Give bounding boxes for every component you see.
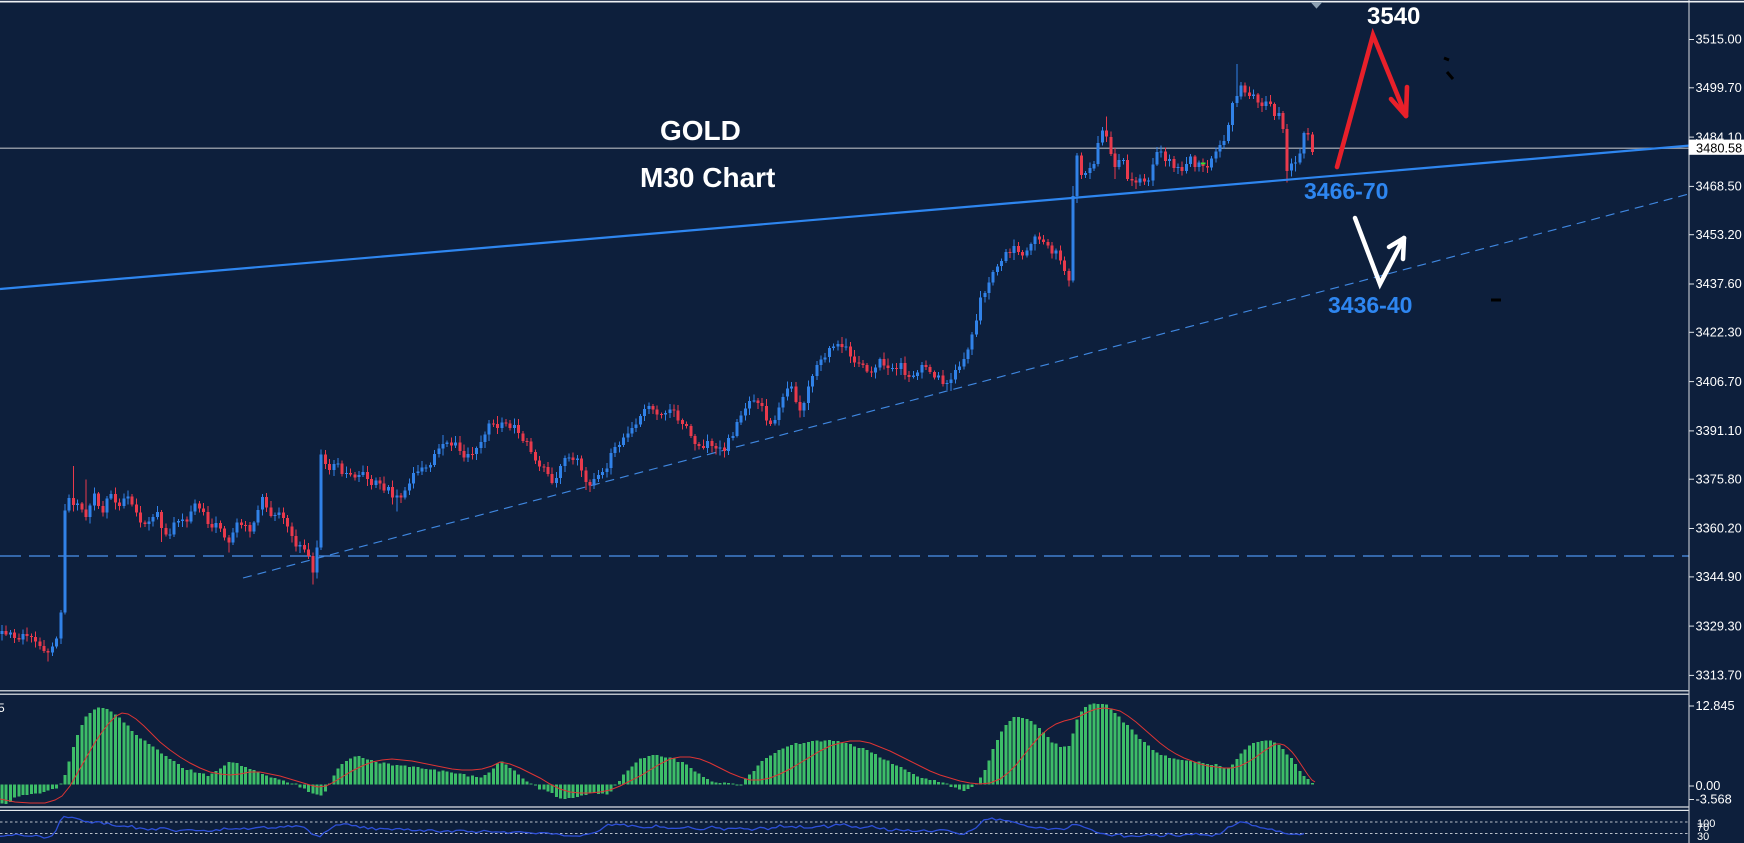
svg-text:3540: 3540 xyxy=(1367,3,1420,30)
svg-text:3466-70: 3466-70 xyxy=(1304,178,1388,204)
svg-text:100: 100 xyxy=(1697,818,1715,830)
svg-text:3437.60: 3437.60 xyxy=(1696,276,1742,291)
svg-text:3375.80: 3375.80 xyxy=(1696,471,1742,486)
svg-text:GOLD: GOLD xyxy=(660,115,741,146)
svg-text:12.845: 12.845 xyxy=(1696,698,1735,713)
svg-text:70: 70 xyxy=(1697,822,1709,834)
svg-text:5: 5 xyxy=(0,701,5,715)
svg-text:3515.00: 3515.00 xyxy=(1696,32,1742,47)
svg-text:3391.10: 3391.10 xyxy=(1696,423,1742,438)
svg-text:3468.50: 3468.50 xyxy=(1696,179,1742,194)
svg-text:30: 30 xyxy=(1697,831,1709,843)
svg-text:3360.20: 3360.20 xyxy=(1696,521,1742,536)
svg-text:3499.70: 3499.70 xyxy=(1696,80,1742,95)
svg-text:M30 Chart: M30 Chart xyxy=(640,162,775,193)
svg-text:3453.20: 3453.20 xyxy=(1696,227,1742,242)
svg-text:-3.568: -3.568 xyxy=(1696,792,1732,807)
svg-text:3344.90: 3344.90 xyxy=(1696,569,1742,584)
svg-text:3422.30: 3422.30 xyxy=(1696,325,1742,340)
svg-text:3313.70: 3313.70 xyxy=(1696,668,1742,683)
svg-text:3406.70: 3406.70 xyxy=(1696,374,1742,389)
svg-text:3329.30: 3329.30 xyxy=(1696,618,1742,633)
svg-text:0.00: 0.00 xyxy=(1696,778,1721,793)
svg-text:3480.58: 3480.58 xyxy=(1696,141,1742,156)
svg-text:3436-40: 3436-40 xyxy=(1328,292,1412,318)
